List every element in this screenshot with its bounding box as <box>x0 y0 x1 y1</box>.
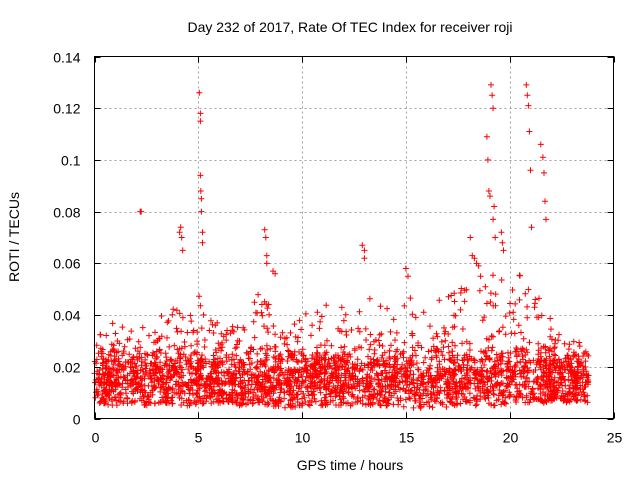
y-tick-label: 0 <box>73 412 81 428</box>
y-tick-label: 0.06 <box>53 256 80 272</box>
x-axis-label: GPS time / hours <box>297 457 404 473</box>
y-tick-label: 0.1 <box>61 153 81 169</box>
y-tick-label: 0.08 <box>53 205 80 221</box>
chart-title: Day 232 of 2017, Rate Of TEC Index for r… <box>187 19 512 35</box>
x-tick-label: 15 <box>399 430 415 446</box>
x-tick-label: 20 <box>503 430 519 446</box>
x-tick-label: 0 <box>92 430 100 446</box>
x-tick-label: 25 <box>607 430 623 446</box>
data-points <box>91 81 592 411</box>
y-tick-label: 0.04 <box>53 308 80 324</box>
y-tick-label: 0.12 <box>53 101 80 117</box>
axis-ticks <box>94 56 615 420</box>
x-tick-label: 10 <box>295 430 311 446</box>
scatter-plus-markers <box>91 81 592 411</box>
y-tick-label: 0.02 <box>53 360 80 376</box>
x-tick-label: 5 <box>195 430 203 446</box>
y-axis-label: ROTI / TECUs <box>6 192 22 282</box>
y-tick-label: 0.14 <box>53 50 80 66</box>
plot-frame <box>94 56 614 419</box>
axis-tick-labels: 0 5 10 15 20 25 0 0.02 0.04 0.06 0.08 0.1 0.12 0.14 <box>53 50 622 446</box>
